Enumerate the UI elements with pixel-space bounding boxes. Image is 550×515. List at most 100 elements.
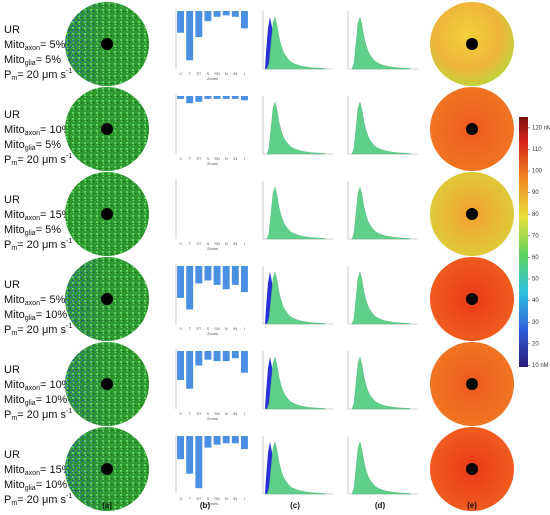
bar <box>231 96 239 99</box>
zones-title: Zones <box>207 246 218 251</box>
value: = 20 μm s <box>17 494 66 506</box>
perm-label: Pm= 20 μm s-1 <box>4 493 72 507</box>
perm-label: Pm= 20 μm s-1 <box>4 408 72 422</box>
zone-label: S <box>207 326 210 331</box>
nerve-center <box>466 123 478 135</box>
zone-label: S <box>207 411 210 416</box>
oxygen-map <box>430 87 514 171</box>
zone-label: 0 <box>179 156 182 161</box>
bar <box>195 266 203 284</box>
perm-label: Pm= 20 μm s-1 <box>4 153 72 167</box>
panel-label: (a) <box>102 501 112 510</box>
subscript: axon <box>25 45 40 52</box>
zone-label: T <box>188 326 191 331</box>
value: = 15% <box>40 209 72 221</box>
zone-label: T <box>188 411 191 416</box>
nerve-center <box>466 463 478 475</box>
zone-label: 0 <box>179 411 182 416</box>
value: = 5% <box>40 294 66 306</box>
value: = 10% <box>36 479 68 491</box>
zone-label: SN <box>214 156 220 161</box>
p: P <box>4 154 11 166</box>
bar <box>195 436 203 489</box>
subscript: axon <box>25 300 40 307</box>
bar <box>186 436 194 474</box>
subscript: m <box>11 415 17 422</box>
mito: Mito <box>4 379 25 391</box>
nerve-center <box>466 378 478 390</box>
zone-label: SN <box>214 411 220 416</box>
zone-label: IN <box>233 71 237 76</box>
value: = 15% <box>40 464 72 476</box>
zone-label: SN <box>214 496 220 501</box>
colorbar <box>519 117 528 367</box>
value: = 20 μm s <box>17 324 66 336</box>
zone-label: ST <box>196 241 202 246</box>
zone-label: IN <box>233 326 237 331</box>
nerve-center <box>101 123 113 135</box>
superscript: -1 <box>66 238 72 245</box>
subscript: glia <box>25 145 36 152</box>
superscript: -1 <box>66 153 72 160</box>
bar <box>177 436 185 460</box>
ur-label: UR <box>4 24 20 36</box>
bar <box>195 96 203 102</box>
histogram <box>347 180 419 240</box>
histogram <box>347 435 419 495</box>
zone-label: ST <box>196 411 202 416</box>
superscript: -1 <box>66 68 72 75</box>
perm-label: Pm= 20 μm s-1 <box>4 68 72 82</box>
p: P <box>4 409 11 421</box>
bar <box>213 11 221 17</box>
nerve-center <box>101 293 113 305</box>
mito-label: Mitoglia= 10% <box>4 479 67 492</box>
bar <box>213 266 221 285</box>
bar <box>213 436 221 445</box>
mito-label: Mitoglia= 5% <box>4 139 61 152</box>
subscript: axon <box>25 130 40 137</box>
bar <box>222 351 230 362</box>
subscript: m <box>11 75 17 82</box>
nerve-center <box>101 378 113 390</box>
histogram <box>347 10 419 70</box>
zone-label: I <box>244 411 245 416</box>
bar <box>177 351 185 380</box>
zone-label: I <box>244 496 245 501</box>
tissue-map <box>65 342 149 426</box>
nerve-center <box>466 38 478 50</box>
bar <box>186 96 194 104</box>
zone-label: ST <box>196 496 202 501</box>
ur-label: UR <box>4 194 20 206</box>
histogram <box>262 180 334 240</box>
zone-label: S <box>207 496 210 501</box>
bar <box>231 436 239 444</box>
value: = 20 μm s <box>17 409 66 421</box>
panel-label: (c) <box>290 501 300 510</box>
tick-label: 40 <box>532 298 539 304</box>
value: = 20 μm s <box>17 154 66 166</box>
oxygen-map <box>430 2 514 86</box>
zone-label: 0 <box>179 326 182 331</box>
mito-label: Mitoglia= 10% <box>4 309 67 322</box>
histogram <box>347 350 419 410</box>
zones-title: Zones <box>207 416 218 421</box>
bar <box>204 11 212 22</box>
subscript: m <box>11 245 17 252</box>
subscript: glia <box>25 315 36 322</box>
value: = 10% <box>40 379 72 391</box>
subscript: m <box>11 500 17 507</box>
mito: Mito <box>4 124 25 136</box>
tissue-map <box>65 172 149 256</box>
tissue-map <box>65 2 149 86</box>
bar <box>186 11 194 61</box>
value: = 10% <box>40 124 72 136</box>
histogram <box>262 95 334 155</box>
zone-label: I <box>244 241 245 246</box>
zone-label: N <box>225 156 228 161</box>
bar <box>231 266 239 285</box>
bar <box>186 351 194 389</box>
mito-label: Mitoaxon= 5% <box>4 294 66 307</box>
zone-label: SN <box>214 241 220 246</box>
nerve-center <box>101 38 113 50</box>
bar <box>177 11 185 33</box>
